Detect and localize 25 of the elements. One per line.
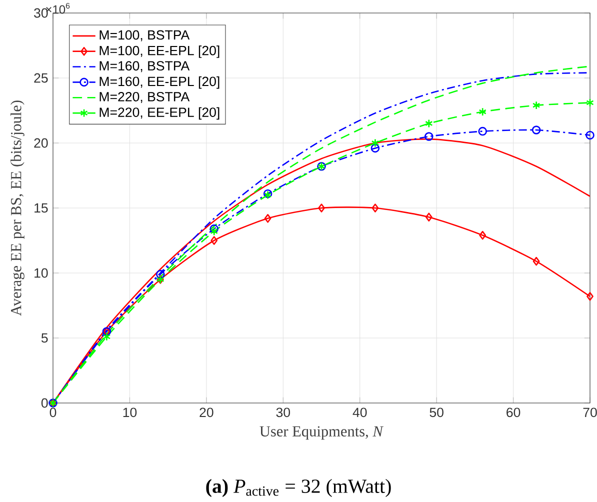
legend-label: M=220, BSTPA — [100, 92, 190, 103]
text: (a) P$_{active}$ = 32 (mWatt) — [206, 478, 391, 498]
y-tick-label: 25 — [34, 73, 48, 83]
y-tick-label: 20 — [34, 138, 48, 148]
y-tick-label: 15 — [34, 203, 48, 213]
legend-label: M=160, BSTPA — [100, 61, 190, 72]
y-tick-label: 0 — [41, 398, 48, 408]
x-tick-label: 10 — [123, 408, 137, 418]
x-tick-label: 0 — [50, 408, 56, 418]
annotation: ×10$^{6}$ — [46, 2, 70, 14]
x-tick-label: 60 — [506, 408, 520, 418]
legend-label: M=160, EE-EPL [20] — [100, 76, 220, 89]
x-tick-label: 50 — [430, 408, 444, 418]
legend-label: M=220, EE-EPL [20] — [100, 107, 220, 120]
x-tick-label: 30 — [276, 408, 290, 418]
y-tick-label: 30 — [34, 8, 48, 18]
y-tick-label: 10 — [34, 268, 48, 278]
x-tick-label: 20 — [200, 408, 214, 418]
x-tick-label: 40 — [352, 408, 367, 418]
y-tick-label: 5 — [41, 333, 48, 343]
y-axis-title: Average EE per BS, EE (bits/joule) — [10, 100, 24, 316]
legend-label: M=100, EE-EPL [20] — [100, 46, 220, 58]
x-axis-title: User Equipments, N — [260, 426, 384, 440]
x-tick-label: 70 — [583, 408, 597, 418]
legend-label: M=100, BSTPA — [100, 30, 190, 42]
